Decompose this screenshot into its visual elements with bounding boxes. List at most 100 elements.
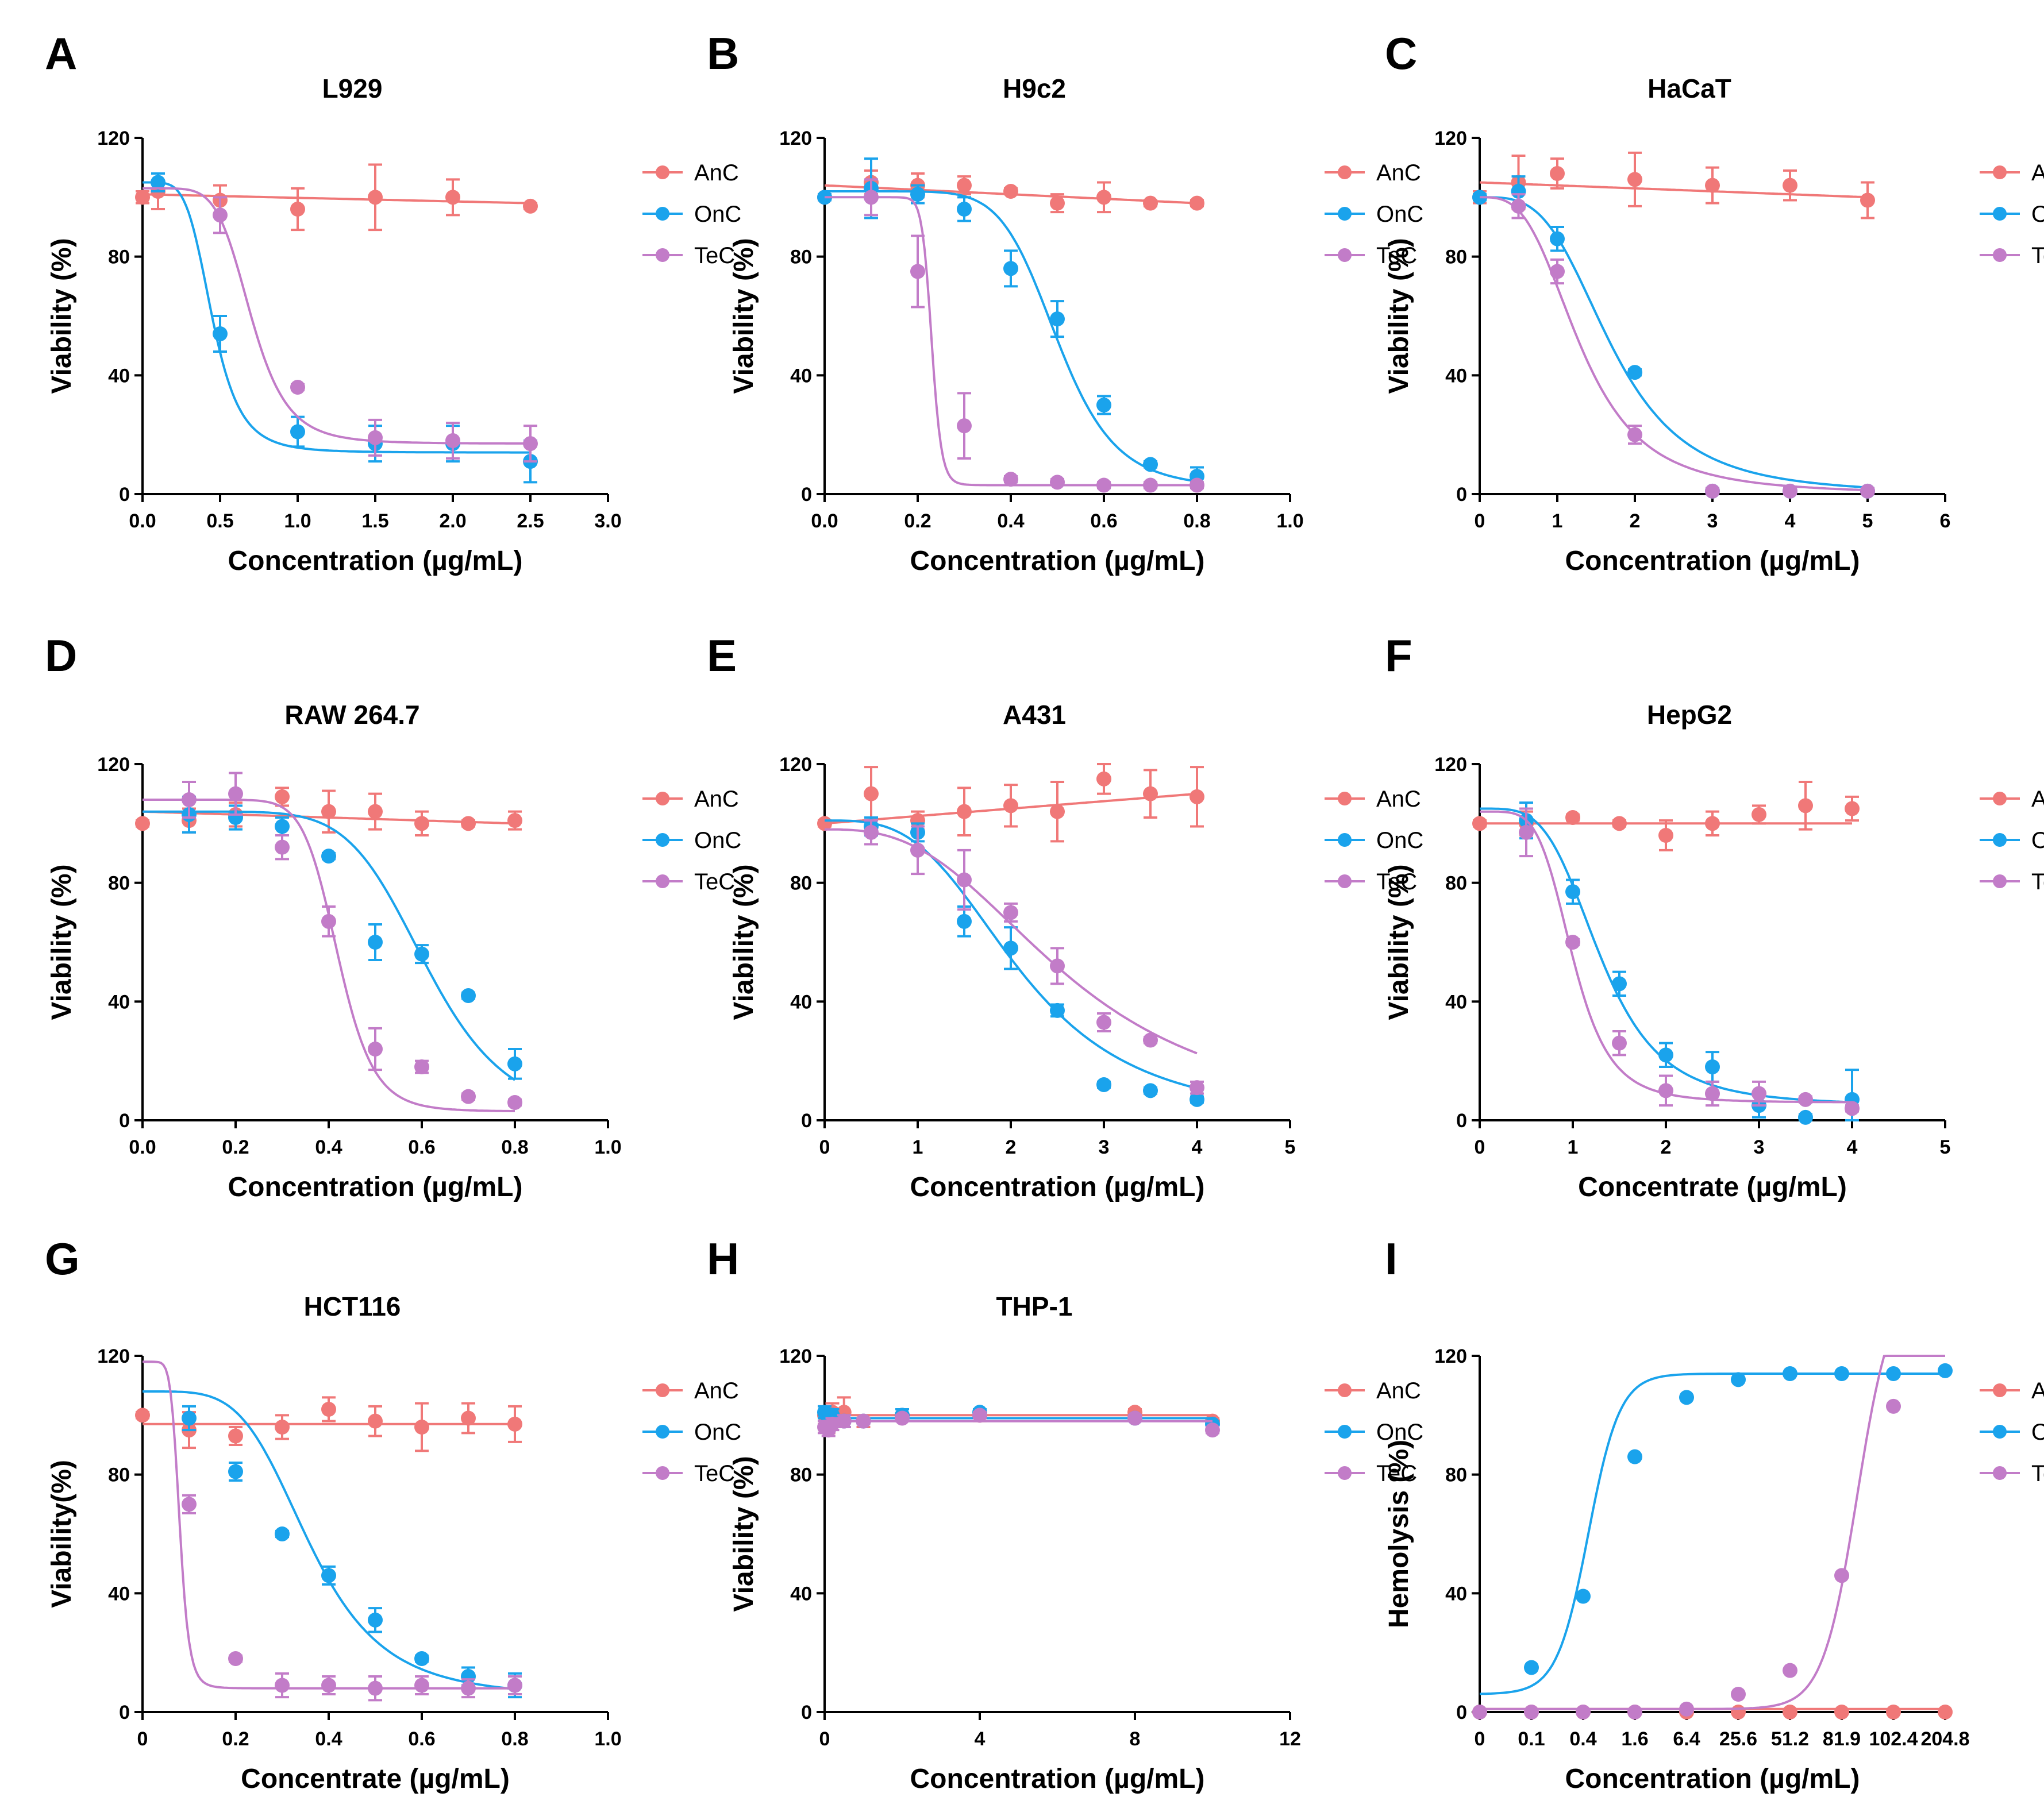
data-point (1096, 1077, 1111, 1092)
x-axis-title: Concentration (µg/mL) (1565, 546, 1860, 576)
data-point (957, 872, 972, 888)
x-tick-label: 8 (1130, 1728, 1141, 1750)
data-point (507, 813, 522, 828)
data-point (275, 1678, 290, 1693)
x-tick-label: 1.5 (361, 510, 388, 532)
data-point (151, 175, 165, 190)
panel-e: E A431 0 40 80 120 0 1 2 3 4 5 Concentration (µg/mL)… (707, 630, 1423, 1202)
y-axis-title: Viability (%) (729, 1456, 759, 1611)
data-point (1003, 261, 1018, 276)
data-point (1612, 1035, 1627, 1051)
legend-label: TeC (1376, 243, 1417, 268)
panel-b: B H9c2 0 40 80 120 0.0 0.2 0.4 0.6 0.8 1.0 Concentra… (707, 28, 1423, 576)
y-axis-title: Viability (%) (47, 238, 77, 394)
series-anc: AnC (1472, 781, 2044, 851)
data-point (1783, 483, 1797, 499)
x-tick-label: 0.5 (206, 510, 233, 532)
data-point (321, 1568, 336, 1583)
data-point (275, 1526, 290, 1541)
data-point (228, 1651, 243, 1666)
legend-label: TeC (1376, 1461, 1417, 1486)
legend-label: OnC (1376, 202, 1423, 227)
panel-title: HepG2 (1647, 700, 1732, 730)
data-point (1705, 483, 1720, 499)
series-onc: OnC (825, 816, 1423, 1107)
x-axis-title: Concentration (µg/mL) (910, 1764, 1205, 1794)
panel-f: F HepG2 0 40 80 120 0 1 2 3 4 5 Concentrate (µg/mL) V… (1384, 630, 2044, 1202)
y-tick-label: 40 (1445, 1583, 1467, 1605)
panel-h: H THP-1 0 40 80 120 0 4 8 12 Concentration (µg/mL)… (707, 1233, 1423, 1794)
data-point (972, 1408, 987, 1423)
data-point (445, 190, 460, 205)
y-tick-label: 80 (108, 873, 130, 895)
x-tick-label: 1 (1552, 510, 1563, 532)
x-axis-title: Concentrate (µg/mL) (1578, 1172, 1847, 1202)
legend-label: AnC (1376, 160, 1421, 186)
panel-letter: I (1385, 1233, 1398, 1284)
data-point (135, 190, 150, 205)
legend-label: AnC (2031, 787, 2044, 812)
data-point (414, 1678, 429, 1693)
data-point (1050, 804, 1065, 819)
data-point (1472, 816, 1487, 831)
data-point (1190, 1092, 1204, 1107)
data-point (957, 804, 972, 819)
data-point (1519, 824, 1534, 840)
data-point (414, 1059, 429, 1074)
series-onc: OnC (143, 172, 741, 484)
data-point (290, 202, 305, 217)
data-point (321, 913, 336, 929)
panel-title: L929 (322, 74, 383, 103)
series-anc: AnC (1472, 151, 2044, 219)
x-tick-label: 0.8 (501, 1728, 528, 1750)
data-point (135, 1408, 150, 1423)
data-point (1705, 178, 1720, 193)
data-point (1143, 786, 1158, 801)
y-tick-label: 40 (108, 365, 130, 387)
x-tick-label: 4 (1192, 1136, 1203, 1158)
data-point (895, 1410, 910, 1426)
x-tick-label: 4 (1847, 1136, 1858, 1158)
x-tick-label: 5 (1940, 1136, 1951, 1158)
x-tick-label: 0 (819, 1728, 830, 1750)
data-point (182, 1410, 197, 1426)
y-tick-label: 0 (801, 1110, 812, 1132)
legend-label: OnC (1376, 1420, 1423, 1445)
x-tick-label: 6 (1940, 510, 1951, 532)
fit-curve-tec (143, 799, 515, 1112)
data-point (1886, 1398, 1901, 1414)
fit-curve-tec (1480, 1355, 1945, 1710)
data-point (1576, 1705, 1591, 1720)
legend-label: AnC (694, 160, 739, 186)
y-tick-label: 80 (790, 1464, 812, 1486)
x-tick-label: 0.8 (501, 1136, 528, 1158)
data-point (1627, 427, 1642, 442)
legend-marker (656, 833, 669, 847)
x-tick-label: 3 (1707, 510, 1718, 532)
y-tick-label: 80 (1445, 873, 1467, 895)
legend-marker (1338, 165, 1352, 179)
x-axis-title: Concentration (µg/mL) (228, 546, 523, 576)
data-point (182, 1497, 197, 1512)
data-point (910, 264, 925, 279)
series-tec: TeC (143, 1360, 735, 1702)
panel-title: RAW 264.7 (284, 700, 419, 730)
x-tick-label: 1.0 (284, 510, 311, 532)
data-point (1550, 231, 1565, 246)
data-point (1731, 1705, 1746, 1720)
x-tick-label: 204.8 (1920, 1728, 1969, 1750)
data-point (368, 190, 383, 205)
data-point (1783, 1366, 1797, 1381)
data-point (836, 1413, 852, 1429)
data-point (1860, 192, 1875, 208)
fit-curve-onc (1480, 196, 1868, 489)
data-point (1834, 1366, 1849, 1381)
legend-label: AnC (694, 1378, 739, 1404)
y-tick-label: 40 (108, 991, 130, 1013)
data-point (910, 187, 925, 202)
fit-curve-onc (143, 1390, 515, 1690)
x-tick-label: 3 (1099, 1136, 1110, 1158)
legend-marker (1993, 833, 2007, 847)
data-point (1886, 1705, 1901, 1720)
